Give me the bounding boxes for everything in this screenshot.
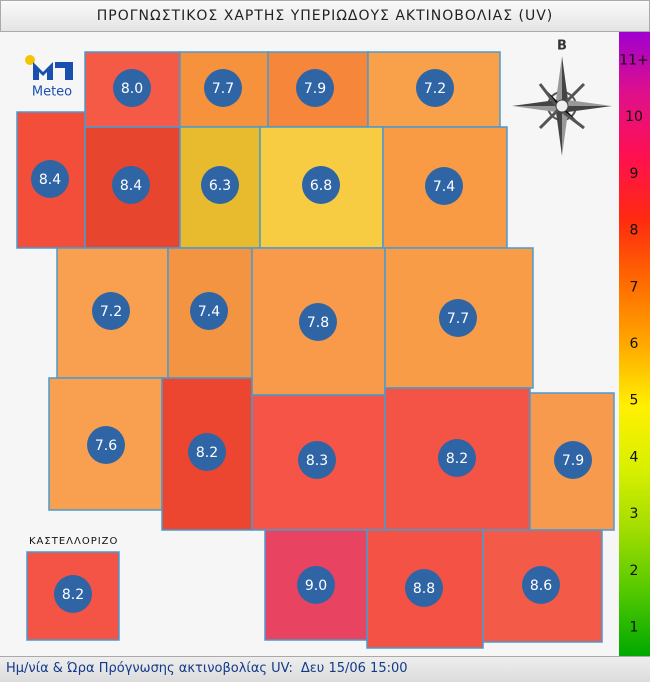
uv-badge [201,166,239,204]
uv-value: 7.6 [95,438,117,454]
uv-value: 8.8 [413,581,435,597]
uv-badge [522,566,560,604]
uv-value: 7.7 [447,311,469,327]
uv-value: 8.3 [306,453,328,469]
legend-label: 11+ [619,52,649,68]
uv-badge [297,566,335,604]
legend-label: 1 [630,620,639,636]
uv-badge [54,575,92,613]
uv-value: 8.2 [62,587,84,603]
legend-label: 9 [630,166,639,182]
uv-badge [87,426,125,464]
legend-label: 10 [625,109,643,125]
uv-value: 8.6 [530,578,552,594]
uv-badge [188,433,226,471]
uv-value: 7.4 [433,179,455,195]
uv-value: 7.9 [304,81,326,97]
uv-value: 8.4 [120,178,142,194]
uv-badge [439,299,477,337]
compass: Β [512,39,612,156]
legend-label: 3 [630,506,639,522]
compass-north: Β [557,39,567,54]
uv-value: 8.0 [121,81,143,97]
legend-label: 2 [630,563,639,579]
uv-badge [296,69,334,107]
logo: Meteo [25,55,73,100]
uv-badge [113,69,151,107]
legend-label: 7 [630,279,639,295]
map: Meteo Β ΚΑΣΤΕΛΛΟΡΙΖΟ 8.0 7.7 7.9 7.2 8.4 8.4 6… [16,32,650,656]
uv-badge [438,439,476,477]
uv-badge [416,69,454,107]
uv-badge [405,569,443,607]
uv-value: 6.8 [310,178,332,194]
footer: Ημ/νία & Ώρα Πρόγνωσης ακτινοβολίας UV: Δ… [0,656,650,682]
footer-date: Δευ 15/06 15:00 [300,661,408,676]
uv-value: 7.8 [307,315,329,331]
uv-value: 7.2 [424,81,446,97]
uv-badge [302,166,340,204]
uv-badge [298,441,336,479]
uv-value: 8.4 [39,172,61,188]
uv-value: 9.0 [305,578,327,594]
inset-label: ΚΑΣΤΕΛΛΟΡΙΖΟ [29,536,118,547]
legend-label: 5 [630,393,639,409]
uv-value: 8.2 [446,451,468,467]
uv-badge [554,441,592,479]
uv-value: 8.2 [196,445,218,461]
legend-label: 4 [630,449,639,465]
uv-badge [425,167,463,205]
uv-value: 6.3 [209,178,231,194]
legend-label: 6 [630,336,639,352]
logo-text: Meteo [32,85,72,100]
uv-badge [204,69,242,107]
uv-badge [92,292,130,330]
uv-badge [112,166,150,204]
uv-value: 7.7 [212,81,234,97]
uv-badge [190,292,228,330]
uv-badge [31,160,69,198]
footer-label: Ημ/νία & Ώρα Πρόγνωσης ακτινοβολίας UV: [6,661,293,676]
legend-label: 8 [630,223,639,239]
uv-value: 7.9 [562,453,584,469]
uv-value: 7.2 [100,304,122,320]
uv-badge [299,303,337,341]
legend-bar [619,32,650,656]
title: ΠΡΟΓΝΩΣΤΙΚΟΣ ΧΑΡΤΗΣ ΥΠΕΡΙΩΔΟΥΣ ΑΚΤΙΝΟΒΟΛ… [0,0,650,32]
uv-value: 7.4 [198,304,220,320]
